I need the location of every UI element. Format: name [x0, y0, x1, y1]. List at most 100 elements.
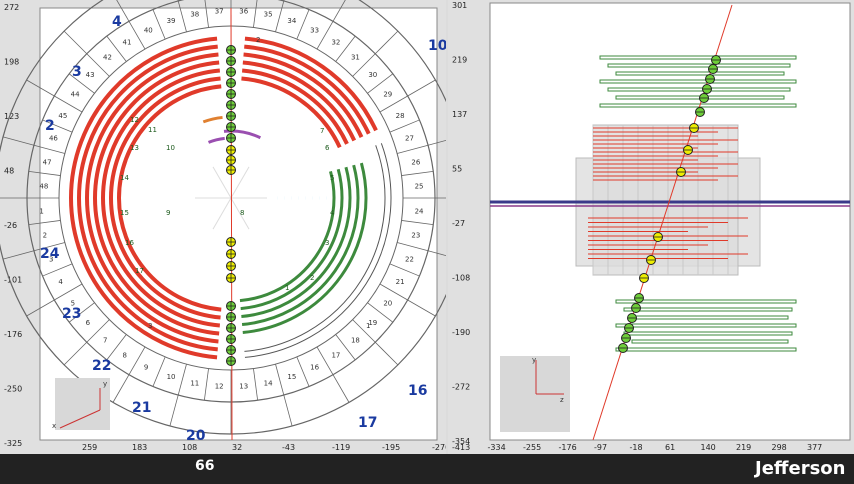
sector-divider — [152, 356, 166, 387]
axis-z-label: z — [560, 396, 564, 404]
region-label: 3 — [325, 239, 329, 247]
sector-number: 4 — [58, 278, 63, 286]
red-strip-arc — [242, 60, 357, 142]
outer-divider — [26, 299, 55, 317]
outer-divider — [374, 341, 399, 366]
outer-divider — [2, 250, 35, 260]
green-bar — [599, 79, 797, 84]
sector-divider — [401, 220, 434, 226]
y-tick-label: 198 — [4, 58, 19, 67]
inner-spoke — [230, 166, 250, 199]
x-tick-label: -255 — [523, 443, 541, 452]
sector-number: 29 — [383, 91, 392, 99]
x-tick-label: 219 — [736, 443, 751, 452]
sector-divider — [296, 356, 310, 387]
sector-number: 14 — [264, 379, 273, 387]
sector-divider — [352, 319, 376, 343]
region-label: 9 — [166, 209, 170, 217]
outer-number: 24 — [40, 246, 60, 262]
sector-number: 17 — [331, 351, 340, 359]
sector-number: 22 — [405, 255, 414, 263]
sector-number: 27 — [405, 135, 414, 143]
sector-divider — [296, 9, 310, 40]
sector-number: 12 — [215, 383, 224, 391]
outer-number: 23 — [62, 306, 81, 322]
outer-divider — [63, 341, 88, 366]
inner-spoke — [212, 197, 232, 230]
sector-number: 7 — [103, 336, 107, 344]
red-strip-arc — [93, 60, 220, 336]
outer-divider — [112, 374, 130, 403]
axis-x-line — [59, 409, 101, 429]
jefferson-logo-text: Jefferson — [755, 458, 846, 479]
purple-segment — [223, 129, 262, 140]
red-strip-arc — [117, 84, 222, 312]
sector-divider — [401, 170, 434, 176]
sector-divider — [68, 73, 95, 94]
x-tick-label: -270 — [432, 443, 446, 452]
region-label: 16 — [125, 239, 134, 247]
region-label: 17 — [135, 267, 144, 275]
purple-segment — [207, 136, 225, 144]
outer-divider — [283, 394, 293, 427]
sector-number: 43 — [86, 71, 95, 79]
region-label: 11 — [148, 126, 157, 134]
y-tick-label: -325 — [4, 439, 22, 448]
y-tick-label: 301 — [452, 1, 467, 10]
blue-label: 1 — [366, 322, 370, 330]
sector-divider — [128, 21, 146, 50]
x-tick-label: -176 — [559, 443, 577, 452]
sector-number: 47 — [43, 158, 52, 166]
sector-number: 45 — [58, 112, 67, 120]
red-strip-arc — [85, 52, 219, 344]
rz-view-panel[interactable]: 301 219 137 55 -27 -108 -190 -272 -354-413 -334 -2… — [448, 0, 854, 454]
sector-number: 30 — [368, 71, 377, 79]
sector-divider — [33, 242, 65, 252]
sector-divider — [203, 368, 209, 401]
y-tick-label: -250 — [4, 385, 22, 394]
sector-number: 42 — [103, 54, 112, 62]
x-tick-label: 183 — [132, 443, 147, 452]
sector-divider — [106, 35, 127, 62]
x-tick-label: 259 — [82, 443, 97, 452]
green-bar — [599, 55, 797, 60]
region-label: 1 — [285, 284, 289, 292]
sector-number: 40 — [144, 26, 153, 34]
bottom-bar: 66 Jefferson — [0, 454, 854, 484]
y-tick-label: 123 — [4, 112, 19, 121]
inner-spoke — [230, 197, 250, 230]
sector-divider — [352, 53, 376, 77]
outer-number: 17 — [358, 415, 377, 431]
sector-number: 3 — [49, 255, 53, 263]
sector-divider — [379, 283, 408, 301]
sector-number: 19 — [368, 319, 377, 327]
region-label: 14 — [120, 174, 129, 182]
sector-divider — [389, 119, 420, 133]
sector-divider — [33, 144, 65, 154]
green-bar — [615, 299, 797, 304]
x-tick-label: 298 — [772, 443, 787, 452]
outer-number: 21 — [132, 400, 151, 416]
sector-divider — [28, 170, 61, 176]
sector-number: 1 — [39, 207, 43, 215]
sector-number: 8 — [123, 351, 127, 359]
region-label: 13 — [130, 144, 139, 152]
inner-spoke — [212, 166, 232, 199]
sector-divider — [379, 95, 408, 113]
x-tick-label: -119 — [332, 443, 350, 452]
sector-number: 46 — [49, 135, 58, 143]
outer-divider — [2, 136, 35, 146]
sector-divider — [397, 242, 429, 252]
sector-divider — [389, 263, 420, 277]
gray-arc — [244, 145, 386, 352]
x-tick-label: -334 — [488, 443, 506, 452]
outer-divider — [427, 250, 446, 257]
outer-number: 2 — [45, 118, 55, 134]
xy-plot-area[interactable] — [39, 7, 438, 441]
green-strip-arc — [241, 164, 360, 327]
sector-number: 33 — [310, 26, 319, 34]
sector-number: 34 — [287, 17, 296, 25]
region-label: 10 — [166, 144, 175, 152]
sector-number: 28 — [396, 112, 405, 120]
